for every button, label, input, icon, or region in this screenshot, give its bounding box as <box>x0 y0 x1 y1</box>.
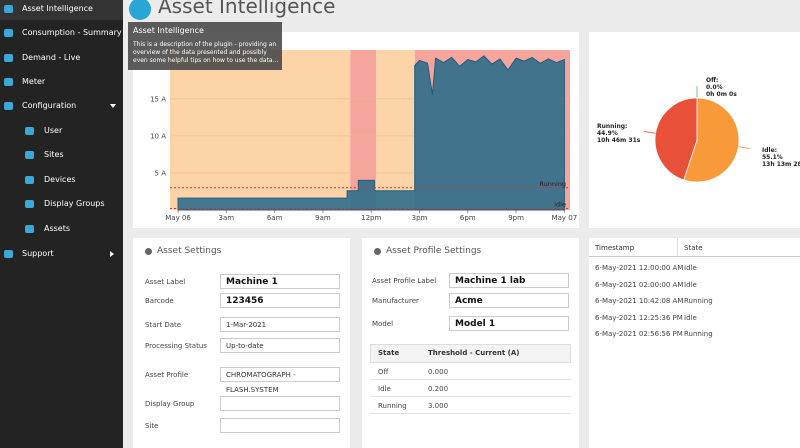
field-label: Manufacturer <box>372 297 419 305</box>
field-label: Start Date <box>145 321 182 329</box>
nav-icon <box>4 250 13 258</box>
nav-icon <box>25 127 34 135</box>
nav-icon <box>4 102 13 110</box>
log-cell: Running <box>684 297 713 305</box>
panel-icon <box>374 248 381 255</box>
field-input[interactable]: 123456 <box>220 293 340 308</box>
field-label: Asset Label <box>145 278 186 286</box>
field-input[interactable]: Machine 1 <box>220 274 340 289</box>
field-label: Asset Profile Label <box>372 277 437 285</box>
field-input[interactable]: Machine 1 lab <box>449 273 569 288</box>
nav-icon <box>25 151 34 159</box>
nav-item[interactable]: Assets <box>44 224 71 233</box>
nav-item[interactable]: Consumption - Summary <box>22 28 122 37</box>
nav-item[interactable]: User <box>44 126 63 135</box>
field-input[interactable] <box>220 396 340 411</box>
panel-title: Asset Settings <box>157 246 222 256</box>
sidebar: Asset Intelligence Consumption - Summary D… <box>0 0 123 448</box>
log-cell: 6-May-2021 02:00:00 AM <box>595 280 684 289</box>
tooltip-text: This is a description of the plugin - pr… <box>133 41 279 64</box>
field-input[interactable]: Acme <box>449 293 569 308</box>
nav-item[interactable]: Sites <box>44 150 64 159</box>
log-cell: Idle <box>684 313 697 322</box>
nav-icon <box>4 29 13 37</box>
state-log-panel: Timestamp State 6-May-2021 12:00:00 AM Idle… <box>589 238 800 448</box>
panel-title: Asset Profile Settings <box>386 246 482 256</box>
log-cell: Running <box>684 330 713 338</box>
nav-item[interactable]: Configuration <box>22 101 77 110</box>
tooltip: Asset Intelligence This is a description… <box>128 22 282 70</box>
table-row-line <box>370 396 571 397</box>
nav-item[interactable]: Meter <box>22 77 46 86</box>
log-header-line <box>589 256 800 257</box>
pie-panel <box>589 32 800 228</box>
field-label: Model <box>372 320 394 328</box>
page-title: Asset Intelligence <box>158 0 336 18</box>
log-header: State <box>684 244 703 252</box>
nav-icon <box>4 54 13 62</box>
field-label: Site <box>145 422 159 430</box>
log-col-sep <box>677 238 678 256</box>
field-label: Barcode <box>145 297 174 305</box>
nav-item[interactable]: Asset Intelligence <box>22 4 93 13</box>
profile-settings-panel: Asset Profile Settings Asset Profile Labe… <box>362 238 579 448</box>
log-cell: 6-May-2021 12:00:00 AM <box>595 264 684 272</box>
table-row-line <box>370 413 571 414</box>
log-cell: 6-May-2021 10:42:08 AM <box>595 297 684 305</box>
nav-icon <box>25 200 34 208</box>
header-icon <box>129 0 151 20</box>
table-header: State <box>378 349 400 357</box>
nav-icon <box>4 78 13 86</box>
table-header: Threshold - Current (A) <box>428 349 520 357</box>
panel-icon <box>145 248 152 255</box>
log-cell: Idle <box>684 264 697 272</box>
log-cell: 6-May-2021 12:25:36 PM <box>595 313 683 322</box>
table-cell: 0.200 <box>428 385 449 393</box>
active-item-bg <box>0 0 123 20</box>
table-cell: Off <box>378 368 389 376</box>
table-header-bg <box>370 344 571 363</box>
asset-settings-panel: Asset Settings Asset Label Machine 1 Barcod… <box>133 238 350 448</box>
field-input[interactable]: CHROMATOGRAPH - FLASH.SYSTEM <box>220 367 340 394</box>
table-row-line <box>370 379 571 380</box>
log-header: Timestamp <box>595 244 635 252</box>
log-cell: Idle <box>684 280 697 289</box>
table-cell: 3.000 <box>428 402 449 410</box>
nav-icon <box>25 176 34 184</box>
table-cell: Running <box>378 402 407 410</box>
nav-item[interactable]: Support <box>22 249 54 258</box>
caret-right <box>110 251 114 257</box>
field-label: Processing Status <box>145 342 207 350</box>
caret-down <box>110 104 116 108</box>
tooltip-title: Asset Intelligence <box>133 26 204 35</box>
nav-item[interactable]: Display Groups <box>44 199 105 208</box>
field-input[interactable] <box>220 418 340 433</box>
table-cell: 0.000 <box>428 368 449 376</box>
field-label: Display Group <box>145 400 195 408</box>
field-label: Asset Profile <box>145 371 189 379</box>
nav-icon <box>4 5 13 13</box>
log-cell: 6-May-2021 02:56:56 PM <box>595 330 683 338</box>
field-input[interactable]: 1-Mar-2021 <box>220 317 340 332</box>
nav-icon <box>25 225 34 233</box>
field-input[interactable]: Model 1 <box>449 316 569 331</box>
nav-item[interactable]: Demand - Live <box>22 53 81 62</box>
field-input[interactable]: Up-to-date <box>220 338 340 353</box>
table-cell: Idle <box>378 385 391 393</box>
nav-item[interactable]: Devices <box>44 175 76 184</box>
